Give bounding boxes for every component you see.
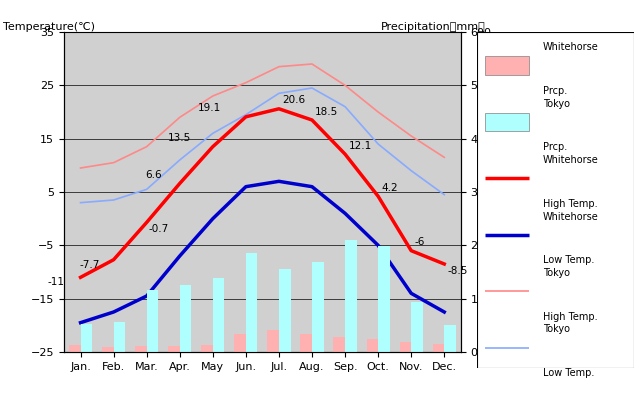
Text: Tokyo: Tokyo	[543, 99, 570, 109]
Bar	[333, 337, 345, 352]
Text: Prcp.: Prcp.	[543, 86, 567, 96]
Bar	[444, 325, 456, 352]
Bar	[212, 278, 225, 352]
Text: -11: -11	[47, 277, 64, 287]
Bar	[300, 334, 312, 352]
Text: Whitehorse: Whitehorse	[543, 42, 598, 52]
Bar	[114, 322, 125, 352]
Bar	[312, 262, 324, 352]
Text: Low Temp.: Low Temp.	[543, 368, 594, 378]
Bar	[81, 324, 92, 352]
Text: Precipitation（mm）: Precipitation（mm）	[381, 22, 486, 32]
Text: -0.7: -0.7	[148, 224, 168, 234]
Bar	[102, 347, 114, 352]
Text: 4.2: 4.2	[381, 183, 398, 193]
Bar	[234, 334, 246, 352]
Bar	[367, 339, 378, 352]
Bar	[69, 344, 81, 352]
Bar	[279, 269, 291, 352]
Bar	[484, 113, 529, 131]
Text: Low Temp.: Low Temp.	[543, 255, 594, 265]
Text: Whitehorse: Whitehorse	[543, 212, 598, 222]
Bar	[180, 285, 191, 352]
Bar	[378, 246, 390, 352]
Bar	[411, 302, 423, 352]
Text: -8.5: -8.5	[447, 266, 468, 276]
Text: Tokyo: Tokyo	[543, 268, 570, 278]
Text: High Temp.: High Temp.	[543, 312, 597, 322]
Bar	[168, 346, 180, 352]
Text: -6: -6	[415, 237, 425, 247]
Text: Whitehorse: Whitehorse	[543, 155, 598, 165]
Text: 18.5: 18.5	[316, 107, 339, 117]
Text: 20.6: 20.6	[282, 96, 305, 106]
Bar	[246, 253, 257, 352]
Text: 12.1: 12.1	[348, 141, 372, 151]
Text: 6.6: 6.6	[145, 170, 161, 180]
Bar	[399, 342, 411, 352]
Bar	[135, 346, 147, 352]
Bar	[484, 56, 529, 75]
Bar	[268, 330, 279, 352]
Text: Tokyo: Tokyo	[543, 324, 570, 334]
Bar	[345, 240, 356, 352]
Text: High Temp.: High Temp.	[543, 199, 597, 209]
Bar	[201, 344, 212, 352]
Bar	[147, 290, 158, 352]
Text: 19.1: 19.1	[198, 104, 221, 114]
Text: -7.7: -7.7	[80, 260, 100, 270]
Text: Temperature(℃): Temperature(℃)	[3, 22, 95, 32]
Text: Prcp.: Prcp.	[543, 142, 567, 152]
Text: 13.5: 13.5	[168, 133, 191, 143]
Bar	[433, 344, 444, 352]
